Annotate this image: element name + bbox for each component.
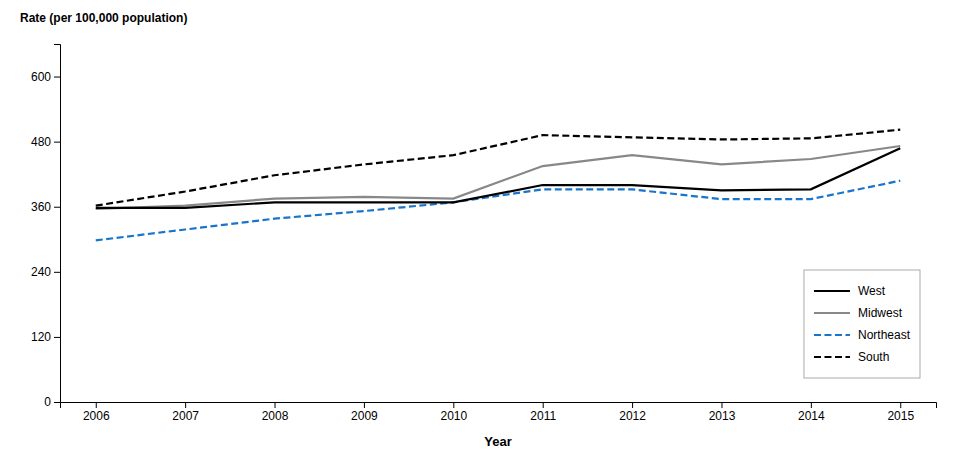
series-line	[96, 146, 900, 209]
tick-label: 2014	[798, 409, 825, 423]
tick-mark	[54, 142, 60, 143]
axis-line	[54, 45, 61, 403]
legend-label: West	[858, 284, 886, 298]
x-axis-title: Year	[484, 434, 511, 449]
tick-mark	[364, 402, 365, 408]
tick-label: 0	[44, 395, 51, 409]
tick: 2010	[440, 402, 467, 423]
tick-mark	[54, 337, 60, 338]
legend-swatch	[814, 334, 850, 336]
chart-svg: 2006 2007 2008 2009 2010 2011 2012 2013 2014 2015…	[0, 0, 960, 458]
chart-container: 2006 2007 2008 2009 2010 2011 2012 2013 2014 2015…	[0, 0, 960, 458]
tick-mark	[54, 207, 60, 208]
tick-mark	[900, 402, 901, 408]
tick-label: 2013	[709, 409, 736, 423]
tick-label: 2006	[83, 409, 110, 423]
tick: 0	[44, 395, 60, 409]
tick-mark	[185, 402, 186, 408]
tick-label: 2007	[172, 409, 199, 423]
tick-label: 600	[31, 70, 51, 84]
tick: 2015	[887, 402, 914, 423]
tick: 480	[31, 135, 60, 149]
tick-mark	[453, 402, 454, 408]
tick: 2012	[619, 402, 646, 423]
tick-mark	[54, 77, 60, 78]
tick: 2011	[530, 402, 556, 423]
tick-mark	[54, 402, 60, 403]
tick-label: 2015	[887, 409, 914, 423]
tick-mark	[54, 272, 60, 273]
tick-label: 120	[31, 330, 51, 344]
tick: 2013	[709, 402, 736, 423]
tick: 2009	[351, 402, 378, 423]
tick-label: 480	[31, 135, 51, 149]
legend-label: Northeast	[858, 328, 911, 342]
tick: 240	[31, 265, 60, 279]
lines	[96, 130, 900, 241]
tick: 2006	[83, 402, 110, 423]
tick-label: 2012	[619, 409, 646, 423]
legend-swatch	[814, 356, 850, 358]
legend-item: Midwest	[814, 306, 903, 320]
tick: 360	[31, 200, 60, 214]
tick: 120	[31, 330, 60, 344]
tick: 2008	[262, 402, 289, 423]
series-line	[96, 148, 900, 208]
tick-label: 240	[31, 265, 51, 279]
plot-area: 2006 2007 2008 2009 2010 2011 2012 2013 2014 2015…	[31, 45, 937, 450]
tick-mark	[721, 402, 722, 408]
tick: 2007	[172, 402, 199, 423]
tick-label: 2010	[440, 409, 467, 423]
tick-mark	[811, 402, 812, 408]
tick: 600	[31, 70, 60, 84]
tick-label: 2008	[262, 409, 289, 423]
tick-label: 2009	[351, 409, 378, 423]
legend-item: South	[814, 350, 889, 364]
legend-label: Midwest	[858, 306, 903, 320]
legend-frame	[804, 270, 920, 378]
y-axis: 0 120 240 360 480 600	[31, 45, 61, 410]
tick-mark	[96, 402, 97, 408]
legend-item: West	[814, 284, 886, 298]
legend-swatch	[814, 312, 850, 314]
tick-mark	[275, 402, 276, 408]
legend-item: Northeast	[814, 328, 911, 342]
tick-label: 2011	[530, 409, 556, 423]
tick-mark	[543, 402, 544, 408]
x-axis: 2006 2007 2008 2009 2010 2011 2012 2013 2014 2015	[61, 402, 937, 423]
legend-swatch	[814, 290, 850, 292]
y-axis-title: Rate (per 100,000 population)	[20, 11, 187, 25]
axis-line	[61, 403, 937, 409]
tick-mark	[632, 402, 633, 408]
tick: 2014	[798, 402, 825, 423]
tick-label: 360	[31, 200, 51, 214]
legend: West Midwest Northeast South	[804, 270, 920, 378]
legend-label: South	[858, 350, 889, 364]
